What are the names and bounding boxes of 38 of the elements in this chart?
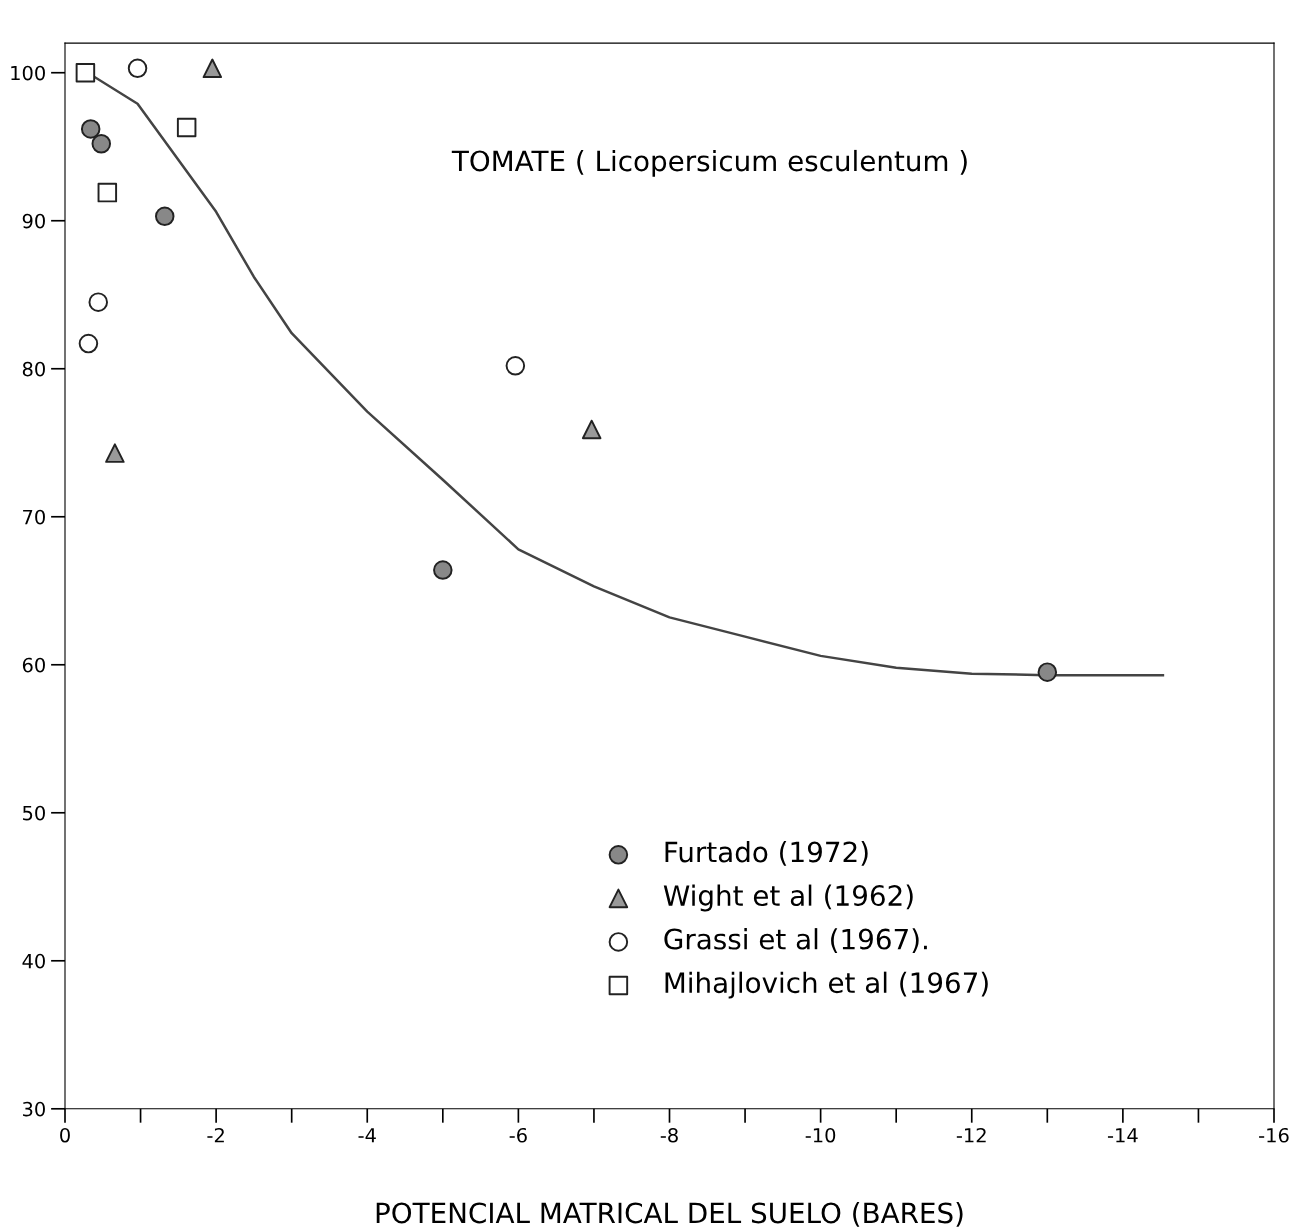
x-tick-label: -2 (207, 1127, 224, 1143)
y-tick-label: 70 (23, 509, 45, 525)
x-tick-label: -8 (660, 1127, 678, 1143)
y-tick-label: 30 (22, 1101, 45, 1117)
point (581, 419, 602, 440)
x-tick-label: -14 (1107, 1128, 1138, 1143)
point (97, 182, 118, 203)
point (1037, 662, 1058, 682)
y-tick-label: 40 (22, 953, 45, 969)
x-tick-label: 0 (60, 1127, 70, 1143)
point (105, 443, 125, 463)
y-tick-label: 80 (22, 361, 45, 377)
point (202, 58, 223, 79)
point (433, 560, 453, 580)
annotation: TOMATE ( Licopersicum esculentum ) (451, 149, 967, 177)
point (176, 117, 197, 138)
y-tick-label: 90 (22, 213, 45, 229)
legend-label: Grassi et al (1967). (664, 928, 927, 953)
legend-label: Wight et al (1962) (663, 884, 913, 912)
point (154, 206, 175, 227)
point (80, 119, 101, 139)
legend-label: Mihajlovich et al (1967) (665, 971, 988, 999)
legend-label: Furtado (1972) (665, 841, 868, 866)
point (75, 62, 96, 83)
x-tick-label: -16 (1259, 1127, 1289, 1143)
x-tick-label: -12 (956, 1127, 986, 1143)
x-tick-label: -10 (805, 1127, 836, 1143)
x-axis-title: POTENCIAL MATRICAL DEL SUELO (BARES) (376, 1201, 963, 1227)
y-tick-label: 50 (23, 805, 45, 821)
y-tick-label: 100 (11, 65, 45, 81)
point (91, 134, 112, 154)
x-tick-label: -6 (509, 1127, 527, 1143)
x-tick-label: -4 (358, 1128, 376, 1143)
point (78, 333, 99, 354)
point (88, 292, 108, 312)
point (127, 58, 148, 79)
point (505, 356, 526, 376)
y-tick-label: 60 (22, 657, 45, 673)
